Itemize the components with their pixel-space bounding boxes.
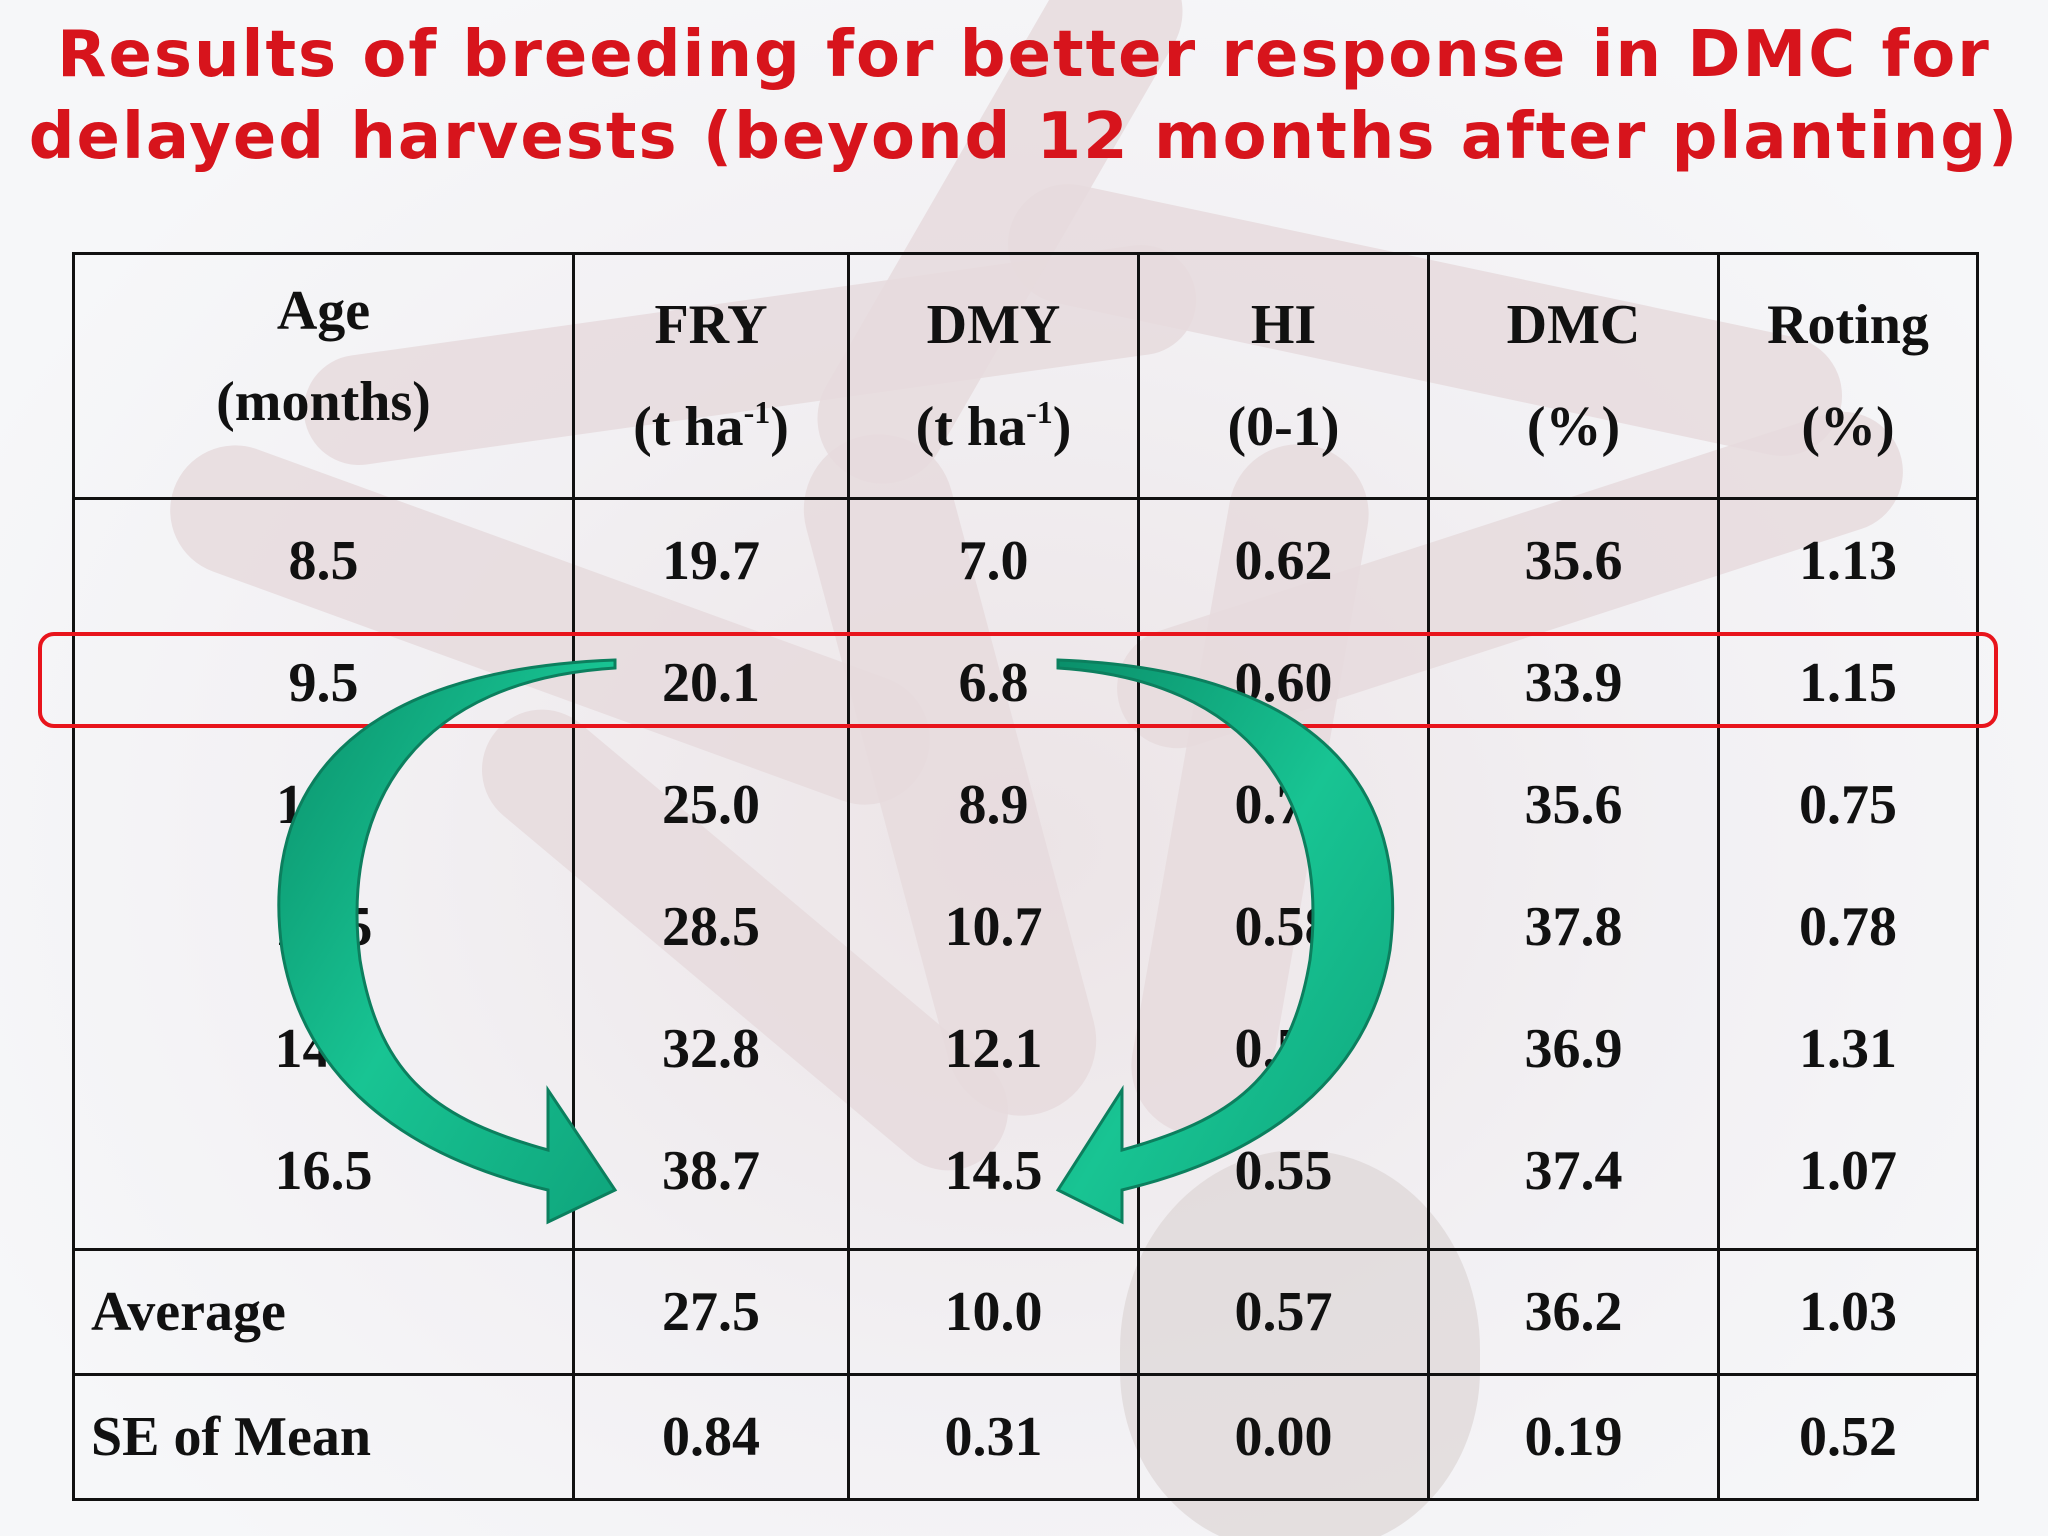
fry-value: 38.7 (662, 1140, 760, 1202)
se-dmy: 0.31 (847, 1373, 1140, 1501)
average-hi: 0.57 (1137, 1248, 1430, 1376)
dmc-value: 36.9 (1524, 1018, 1623, 1080)
age-value: 8.5 (288, 530, 359, 592)
header-fry: FRY (t ha-1) (572, 252, 850, 500)
average-dmy: 10.0 (847, 1248, 1140, 1376)
dmc-value: 37.8 (1524, 896, 1623, 958)
dmc-value: 33.9 (1524, 652, 1623, 714)
se-hi: 0.00 (1137, 1373, 1430, 1501)
dmy-value: 10.7 (944, 896, 1043, 958)
results-table: Age (months) FRY (t ha-1) DMY (t ha-1) H… (72, 252, 1979, 1501)
header-row: Age (months) FRY (t ha-1) DMY (t ha-1) H… (72, 252, 1979, 500)
average-roting: 1.03 (1717, 1248, 1979, 1376)
se-row: SE of Mean 0.84 0.31 0.00 0.19 0.52 (72, 1373, 1979, 1501)
age-value: 16.5 (274, 1140, 373, 1202)
roting-value: 1.07 (1799, 1140, 1897, 1202)
slide-title: Results of breeding for better response … (0, 14, 2048, 178)
title-line-2: delayed harvests (beyond 12 months after… (28, 100, 2020, 174)
fry-value: 25.0 (662, 774, 760, 836)
roting-column: 1.13 1.15 0.75 0.78 1.31 1.07 (1717, 497, 1979, 1251)
hi-value: 0.62 (1234, 530, 1333, 592)
header-hi: HI (0-1) (1137, 252, 1430, 500)
highlight-box-row-9-5 (38, 632, 1998, 728)
header-roting: Roting (%) (1717, 252, 1979, 500)
right-curved-arrow-icon (1055, 658, 1395, 1225)
se-label: SE of Mean (72, 1373, 575, 1501)
se-fry: 0.84 (572, 1373, 850, 1501)
dmc-value: 35.6 (1524, 530, 1623, 592)
fry-value: 19.7 (662, 530, 760, 592)
fry-value: 32.8 (662, 1018, 760, 1080)
dmy-value: 8.9 (958, 774, 1029, 836)
dmy-value: 12.1 (944, 1018, 1043, 1080)
fry-value: 20.1 (662, 652, 760, 714)
se-dmc: 0.19 (1427, 1373, 1720, 1501)
header-dmc: DMC (%) (1427, 252, 1720, 500)
dmy-column: 7.0 6.8 8.9 10.7 12.1 14.5 (847, 497, 1140, 1251)
age-value: 9.5 (288, 652, 359, 714)
average-row: Average 27.5 10.0 0.57 36.2 1.03 (72, 1248, 1979, 1376)
average-label: Average (72, 1248, 575, 1376)
fry-column: 19.7 20.1 25.0 28.5 32.8 38.7 (572, 497, 850, 1251)
dmy-value: 6.8 (958, 652, 1029, 714)
header-dmy: DMY (t ha-1) (847, 252, 1140, 500)
dmy-value: 14.5 (944, 1140, 1043, 1202)
title-line-1: Results of breeding for better response … (57, 18, 1991, 92)
roting-value: 1.13 (1799, 530, 1897, 592)
roting-value: 0.75 (1799, 774, 1897, 836)
average-dmc: 36.2 (1427, 1248, 1720, 1376)
average-fry: 27.5 (572, 1248, 850, 1376)
se-roting: 0.52 (1717, 1373, 1979, 1501)
header-age: Age (months) (72, 252, 575, 500)
hi-value: 0.55 (1234, 1140, 1333, 1202)
dmc-value: 35.6 (1524, 774, 1623, 836)
data-rows: 8.5 9.5 11.0 12.5 14.0 16.5 19.7 20.1 25… (72, 497, 1979, 1251)
left-curved-arrow-icon (277, 658, 618, 1225)
roting-value: 0.78 (1799, 896, 1897, 958)
roting-value: 1.15 (1799, 652, 1897, 714)
dmy-value: 7.0 (958, 530, 1029, 592)
dmc-value: 37.4 (1524, 1140, 1623, 1202)
dmc-column: 35.6 33.9 35.6 37.8 36.9 37.4 (1427, 497, 1720, 1251)
fry-value: 28.5 (662, 896, 760, 958)
roting-value: 1.31 (1799, 1018, 1897, 1080)
